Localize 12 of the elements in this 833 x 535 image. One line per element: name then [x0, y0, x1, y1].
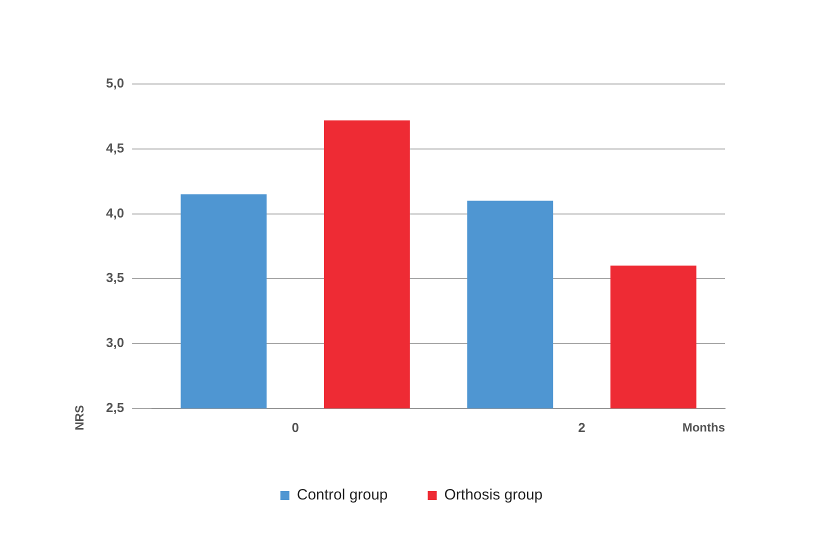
y-tick-label: 5,0 — [106, 76, 124, 91]
x-tick-label: 2 — [578, 420, 586, 435]
legend-label: Orthosis group — [444, 486, 543, 504]
y-axis-title: NRS — [72, 405, 86, 430]
x-axis-title: Months — [682, 420, 726, 435]
y-tick-label: 4,5 — [106, 140, 124, 156]
y-tick-label: 3,0 — [106, 335, 124, 350]
legend-label: Control group — [296, 486, 388, 504]
y-tick-label: 4,0 — [106, 205, 124, 220]
x-tick-label: 0 — [292, 420, 299, 435]
y-tick-label: 3,5 — [106, 270, 124, 286]
y-tick-label: 2,5 — [106, 400, 124, 415]
